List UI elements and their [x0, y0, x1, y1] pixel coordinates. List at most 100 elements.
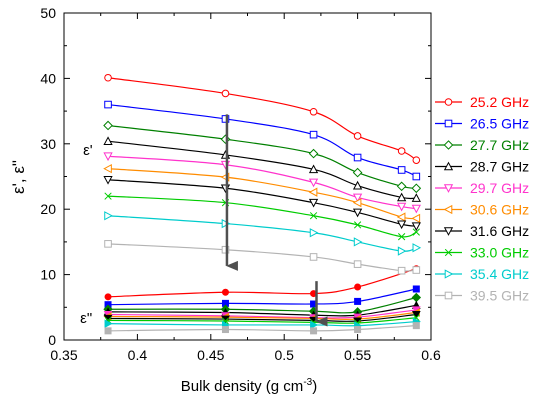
data-point-real — [412, 156, 421, 164]
data-point-real — [353, 260, 362, 268]
x-tick-label: 0.45 — [197, 347, 224, 363]
series-5 — [103, 164, 421, 324]
y-tick-label: 50 — [40, 5, 56, 21]
y-tick-label: 0 — [48, 332, 56, 348]
data-point-imag — [411, 292, 422, 303]
data-point-real — [397, 147, 406, 155]
y-axis: 0 10 20 30 40 50 — [40, 5, 431, 348]
legend-label: 25.2 GHz — [470, 94, 529, 110]
data-point-real — [353, 221, 362, 229]
series-line-real — [107, 124, 417, 189]
x-tick-label: 0.55 — [344, 347, 371, 363]
data-point-real — [309, 130, 318, 139]
legend: 25.2 GHz 26.5 GHz 27.7 GHz 28.7 GHz 29.7 GHz… — [435, 94, 529, 304]
data-point-real — [411, 213, 421, 223]
series-line-real — [108, 195, 417, 238]
series-0 — [104, 73, 421, 301]
data-point-imag — [310, 320, 319, 330]
data-point-imag — [412, 285, 420, 293]
data-point-real — [104, 100, 112, 109]
data-point-imag — [310, 327, 318, 335]
data-point-real — [397, 166, 406, 174]
series-line-real — [107, 140, 417, 200]
y-axis-label: ε', ε" — [9, 160, 28, 194]
data-point-real — [308, 148, 319, 159]
plot-frame — [63, 12, 432, 341]
x-tick-label: 0.5 — [274, 347, 294, 363]
data-point-real — [104, 240, 112, 248]
series-3 — [103, 136, 421, 319]
data-point-real — [352, 167, 363, 178]
data-point-real — [412, 172, 421, 181]
series-line-imag — [108, 317, 417, 324]
y-tick-label: 30 — [40, 136, 56, 152]
data-point-real — [103, 120, 113, 131]
legend-marker — [444, 291, 453, 300]
series-8 — [104, 211, 422, 330]
series-line-imag — [108, 304, 417, 317]
legend-marker — [444, 119, 453, 128]
series-line-imag — [108, 321, 417, 327]
annotation-label: ε' — [83, 142, 93, 159]
data-point-imag — [411, 310, 421, 320]
data-point-real — [412, 266, 421, 274]
data-point-real — [412, 228, 420, 236]
data-point-imag — [412, 322, 420, 330]
x-axis-label-main: Bulk density (g cm — [181, 378, 304, 395]
x-tick-label: 0.35 — [50, 347, 77, 363]
data-point-real — [221, 115, 230, 123]
data-point-imag — [104, 327, 112, 335]
data-point-real — [397, 233, 406, 241]
data-point-imag — [104, 319, 113, 328]
data-point-real — [308, 198, 319, 208]
x-axis: 0.35 0.4 0.45 0.5 0.55 0.6 — [50, 13, 441, 363]
legend-label: 35.4 GHz — [470, 266, 529, 282]
annotation-label: ε" — [80, 310, 92, 327]
data-point-real — [309, 228, 319, 238]
data-point-real — [397, 220, 407, 230]
legend-label: 30.6 GHz — [470, 202, 529, 218]
series-line-imag — [108, 288, 417, 306]
data-point-real — [309, 212, 318, 220]
series-line-imag — [108, 311, 417, 321]
y-tick-label: 40 — [40, 70, 56, 86]
data-point-real — [308, 178, 319, 188]
data-point-real — [308, 187, 318, 197]
legend-label: 39.5 GHz — [470, 288, 529, 304]
legend-marker — [443, 204, 453, 215]
x-axis-label: Bulk density (g cm-3) — [181, 377, 317, 395]
x-axis-label-superscript: -3 — [303, 377, 312, 388]
data-point-real — [308, 164, 319, 174]
data-point-real — [397, 202, 407, 212]
series-9 — [104, 240, 421, 335]
data-point-real — [103, 164, 112, 174]
data-point-real — [104, 73, 112, 82]
legend-label: 26.5 GHz — [470, 116, 529, 132]
data-point-real — [352, 180, 363, 190]
data-point-real — [397, 192, 407, 202]
data-point-real — [411, 222, 421, 232]
data-point-real — [104, 211, 113, 221]
legend-label: 29.7 GHz — [470, 180, 529, 196]
data-point-real — [397, 246, 407, 256]
x-tick-label: 0.6 — [421, 347, 441, 363]
data-point-real — [221, 89, 230, 98]
series-1 — [104, 100, 421, 309]
data-point-real — [352, 193, 363, 203]
legend-label: 31.6 GHz — [470, 223, 529, 239]
legend-label: 28.7 GHz — [470, 159, 529, 175]
data-point-real — [352, 198, 362, 208]
data-point-real — [396, 212, 406, 222]
legend-marker — [443, 140, 454, 150]
legend-marker — [443, 227, 454, 236]
annotation-layer: ε' ε" — [80, 142, 93, 327]
legend-marker — [443, 161, 454, 171]
data-point-imag — [354, 326, 362, 334]
series-line-imag — [108, 325, 417, 332]
legend-marker — [443, 184, 454, 193]
y-tick-label: 10 — [40, 267, 56, 283]
series-line-imag — [108, 268, 417, 298]
plot-area — [63, 12, 432, 341]
data-point-real — [103, 152, 113, 162]
